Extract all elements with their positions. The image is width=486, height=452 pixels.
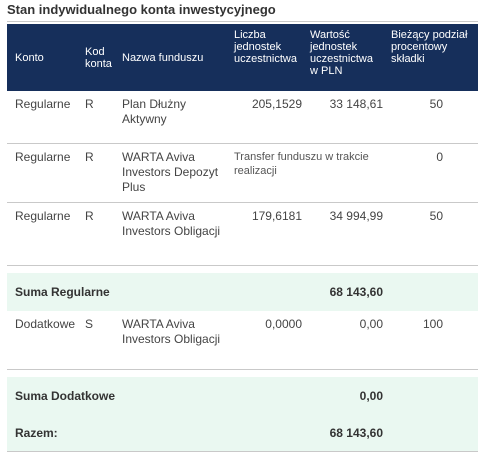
cell-wartosc: 0,00 bbox=[306, 311, 387, 370]
title-divider bbox=[7, 21, 478, 22]
row-spacer bbox=[7, 266, 478, 274]
table-row: Regularne R WARTA Aviva Investors Obliga… bbox=[7, 202, 478, 266]
header-biezacy-podzial: Bieżący podział procentowy składki bbox=[387, 24, 478, 91]
investment-account-table: Konto Kod konta Nazwa funduszu Liczba je… bbox=[7, 24, 478, 452]
sum-regularne-value: 68 143,60 bbox=[306, 273, 387, 311]
cell-konto: Regularne bbox=[7, 143, 81, 203]
total-label: Razem: bbox=[7, 415, 230, 452]
cell-konto: Regularne bbox=[7, 202, 81, 266]
cell-liczba: 179,6181 bbox=[230, 202, 306, 266]
cell-podzial: 50 bbox=[387, 202, 478, 266]
cell-wartosc: 34 994,99 bbox=[306, 202, 387, 266]
cell-konto: Regularne bbox=[7, 91, 81, 144]
table-row: Regularne R Plan Dłużny Aktywny 205,1529… bbox=[7, 91, 478, 144]
cell-liczba: 0,0000 bbox=[230, 311, 306, 370]
cell-kod: R bbox=[81, 202, 118, 266]
cell-wartosc: 33 148,61 bbox=[306, 91, 387, 144]
cell-nazwa: WARTA Aviva Investors Depozyt Plus bbox=[118, 143, 230, 203]
cell-podzial: 100 bbox=[387, 311, 478, 370]
sum-row-dodatkowe: Suma Dodatkowe 0,00 bbox=[7, 377, 478, 415]
cell-nazwa: WARTA Aviva Investors Obligacji bbox=[118, 311, 230, 370]
header-liczba-jednostek: Liczba jednostek uczestnictwa bbox=[230, 24, 306, 91]
cell-liczba: 205,1529 bbox=[230, 91, 306, 144]
sum-row-regularne: Suma Regularne 68 143,60 bbox=[7, 273, 478, 311]
cell-kod: S bbox=[81, 311, 118, 370]
cell-kod: R bbox=[81, 91, 118, 144]
header-wartosc-jednostek: Wartość jednostek uczestnictwa w PLN bbox=[306, 24, 387, 91]
header-konto: Konto bbox=[7, 24, 81, 91]
sum-dodatkowe-label: Suma Dodatkowe bbox=[7, 377, 230, 415]
table-header-row: Konto Kod konta Nazwa funduszu Liczba je… bbox=[7, 24, 478, 91]
cell-nazwa: WARTA Aviva Investors Obligacji bbox=[118, 202, 230, 266]
cell-podzial: 50 bbox=[387, 91, 478, 144]
row-spacer bbox=[7, 370, 478, 378]
total-row: Razem: 68 143,60 bbox=[7, 415, 478, 452]
cell-konto: Dodatkowe bbox=[7, 311, 81, 370]
sum-regularne-label: Suma Regularne bbox=[7, 273, 230, 311]
header-nazwa-funduszu: Nazwa funduszu bbox=[118, 24, 230, 91]
total-value: 68 143,60 bbox=[306, 415, 387, 452]
cell-nazwa: Plan Dłużny Aktywny bbox=[118, 91, 230, 144]
cell-transfer-status: Transfer funduszu w trakcie realizacji bbox=[230, 143, 387, 203]
cell-podzial: 0 bbox=[387, 143, 478, 203]
header-kod-konta: Kod konta bbox=[81, 24, 118, 91]
table-row: Dodatkowe S WARTA Aviva Investors Obliga… bbox=[7, 311, 478, 370]
table-row: Regularne R WARTA Aviva Investors Depozy… bbox=[7, 143, 478, 203]
sum-dodatkowe-value: 0,00 bbox=[306, 377, 387, 415]
cell-kod: R bbox=[81, 143, 118, 203]
page-title: Stan indywidualnego konta inwestycyjnego bbox=[7, 2, 276, 17]
